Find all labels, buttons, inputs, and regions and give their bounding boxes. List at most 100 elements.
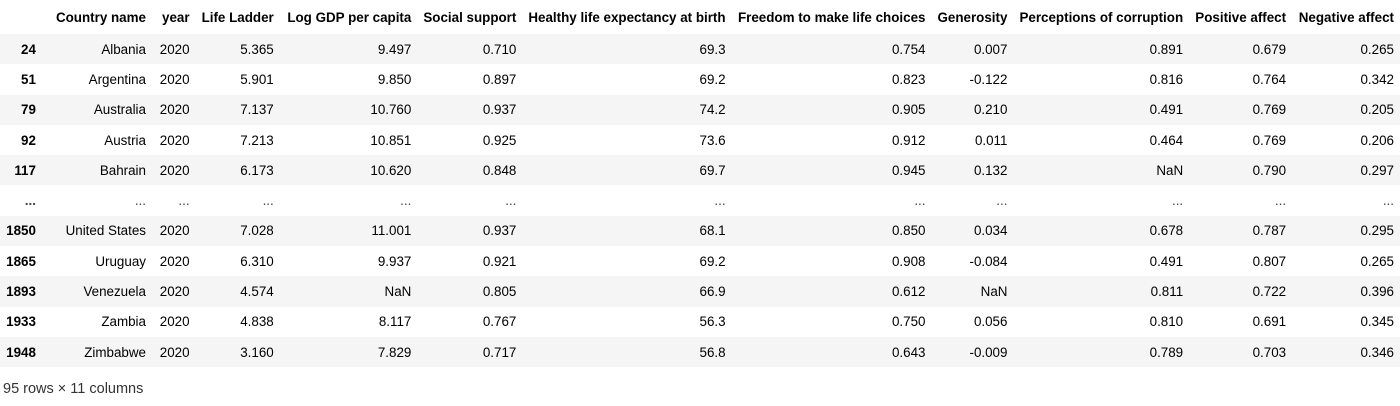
column-header: Generosity [937, 9, 1008, 25]
table-cell: 0.710 [482, 41, 517, 57]
table-cell: Argentina [88, 71, 146, 87]
table-cell: 6.173 [240, 162, 274, 178]
table-cell: -0.009 [969, 344, 1008, 360]
row-index-cell: 92 [21, 132, 36, 148]
table-cell: 0.750 [891, 314, 926, 330]
table-cell: 0.346 [1360, 344, 1394, 360]
table-cell: 0.921 [482, 253, 517, 269]
table-cell: 0.912 [891, 132, 926, 148]
index-column-header [0, 0, 50, 34]
column-header: Freedom to make life choices [737, 9, 926, 25]
table-cell: 0.205 [1360, 102, 1394, 118]
table-cell: 56.8 [699, 344, 726, 360]
table-cell: 0.807 [1252, 253, 1287, 269]
table-cell: NaN [1156, 162, 1184, 178]
table-cell: 7.829 [377, 344, 412, 360]
column-header: Log GDP per capita [287, 9, 412, 25]
table-cell: 0.816 [1149, 71, 1184, 87]
table-row: 24 Albania 2020 5.365 9.497 0.710 69.3 0.754 0.0… [0, 34, 1400, 65]
table-cell: 0.464 [1149, 132, 1184, 148]
row-index-cell: 117 [14, 162, 36, 178]
table-cell: 0.396 [1360, 284, 1394, 300]
table-cell: 73.6 [699, 132, 726, 148]
table-row: 92 Austria 2020 7.213 10.851 0.925 73.6 0.912 0.… [0, 124, 1400, 156]
row-index-cell: 1948 [6, 344, 36, 360]
table-cell: 0.848 [482, 162, 517, 178]
table-cell: 69.2 [699, 253, 726, 269]
table-body: 24 Albania 2020 5.365 9.497 0.710 69.3 0.754 0.0… [0, 34, 1400, 368]
table-cell: 2020 [159, 253, 190, 269]
table-cell: 0.345 [1360, 314, 1394, 330]
table-cell: 2020 [159, 284, 190, 300]
table-cell: 2020 [159, 102, 190, 118]
table-cell: 0.823 [891, 71, 926, 87]
table-cell: 0.945 [891, 162, 926, 178]
table-cell: 0.937 [482, 223, 517, 239]
table-row: 1850 United States 2020 7.028 11.001 0.937 68.… [0, 215, 1400, 247]
table-cell: 69.3 [699, 41, 726, 57]
table-cell: 7.213 [240, 132, 274, 148]
table-cell: 2020 [159, 71, 190, 87]
table-cell: 0.717 [482, 344, 517, 360]
table-row: 1948 Zimbabwe 2020 3.160 7.829 0.717 56.8 0.643… [0, 336, 1400, 368]
table-cell: 9.937 [377, 253, 412, 269]
dataframe-shape-label: 95 rows × 11 columns [3, 381, 144, 397]
table-cell: 2020 [159, 314, 190, 330]
table-cell: Zambia [101, 314, 146, 330]
table-cell: 0.491 [1149, 253, 1184, 269]
table-cell: 0.722 [1252, 284, 1287, 300]
table-cell: 0.790 [1252, 162, 1287, 178]
table-cell: 7.137 [240, 102, 274, 118]
table-cell: ... [996, 193, 1008, 209]
table-cell: 4.838 [240, 314, 274, 330]
table-cell: 69.2 [699, 71, 726, 87]
table-cell: 0.891 [1149, 41, 1184, 57]
table-cell: Uruguay [95, 253, 146, 269]
table-cell: 0.297 [1360, 162, 1394, 178]
table-cell: 69.7 [699, 162, 726, 178]
table-cell: Bahrain [99, 162, 146, 178]
row-index-cell: 1850 [6, 223, 36, 239]
table-cell: 8.117 [378, 314, 412, 330]
table-cell: 0.810 [1149, 314, 1184, 330]
table-cell: 0.767 [482, 314, 517, 330]
table-cell: 0.295 [1360, 223, 1394, 239]
row-index-cell: 51 [21, 71, 36, 87]
column-header: Social support [423, 9, 517, 25]
table-cell: 0.769 [1252, 132, 1287, 148]
table-cell: 7.028 [240, 223, 274, 239]
table-cell: 56.3 [699, 314, 726, 330]
table-cell: 10.760 [370, 102, 412, 118]
table-cell: 2020 [159, 132, 190, 148]
table-cell: 2020 [159, 41, 190, 57]
table-cell: 2020 [159, 162, 190, 178]
column-header: Negative affect [1298, 9, 1394, 25]
table-cell: ... [178, 193, 190, 209]
table-cell: 0.805 [482, 284, 517, 300]
table-cell: -0.084 [969, 253, 1008, 269]
table-cell: 9.850 [377, 71, 412, 87]
table-cell: 0.491 [1149, 102, 1184, 118]
column-header: Life Ladder [201, 9, 274, 25]
table-row: 79 Australia 2020 7.137 10.760 0.937 74.2 0.905… [0, 94, 1400, 125]
table-cell: 0.034 [973, 223, 1008, 239]
table-cell: 0.056 [973, 314, 1008, 330]
table-cell: 0.643 [891, 344, 926, 360]
table-cell: 0.905 [891, 102, 926, 118]
table-cell: 0.691 [1252, 314, 1287, 330]
table-cell: 0.754 [891, 41, 926, 57]
table-header-row: Country name year Life Ladder Log GDP per c… [0, 0, 1400, 34]
table-cell: 0.764 [1252, 71, 1287, 87]
table-cell: Austria [104, 132, 146, 148]
row-index-cell: 1933 [6, 314, 36, 330]
table-cell: 4.574 [240, 284, 274, 300]
column-header: Country name [55, 9, 146, 25]
table-cell: ... [914, 193, 926, 209]
table-cell: 0.678 [1149, 223, 1184, 239]
table-cell: 10.851 [370, 132, 412, 148]
table-row: 117 Bahrain 2020 6.173 10.620 0.848 69.7 0.945 0… [0, 155, 1400, 186]
table-cell: Albania [101, 41, 146, 57]
table-cell: ... [262, 193, 274, 209]
table-cell: 0.811 [1150, 284, 1184, 300]
